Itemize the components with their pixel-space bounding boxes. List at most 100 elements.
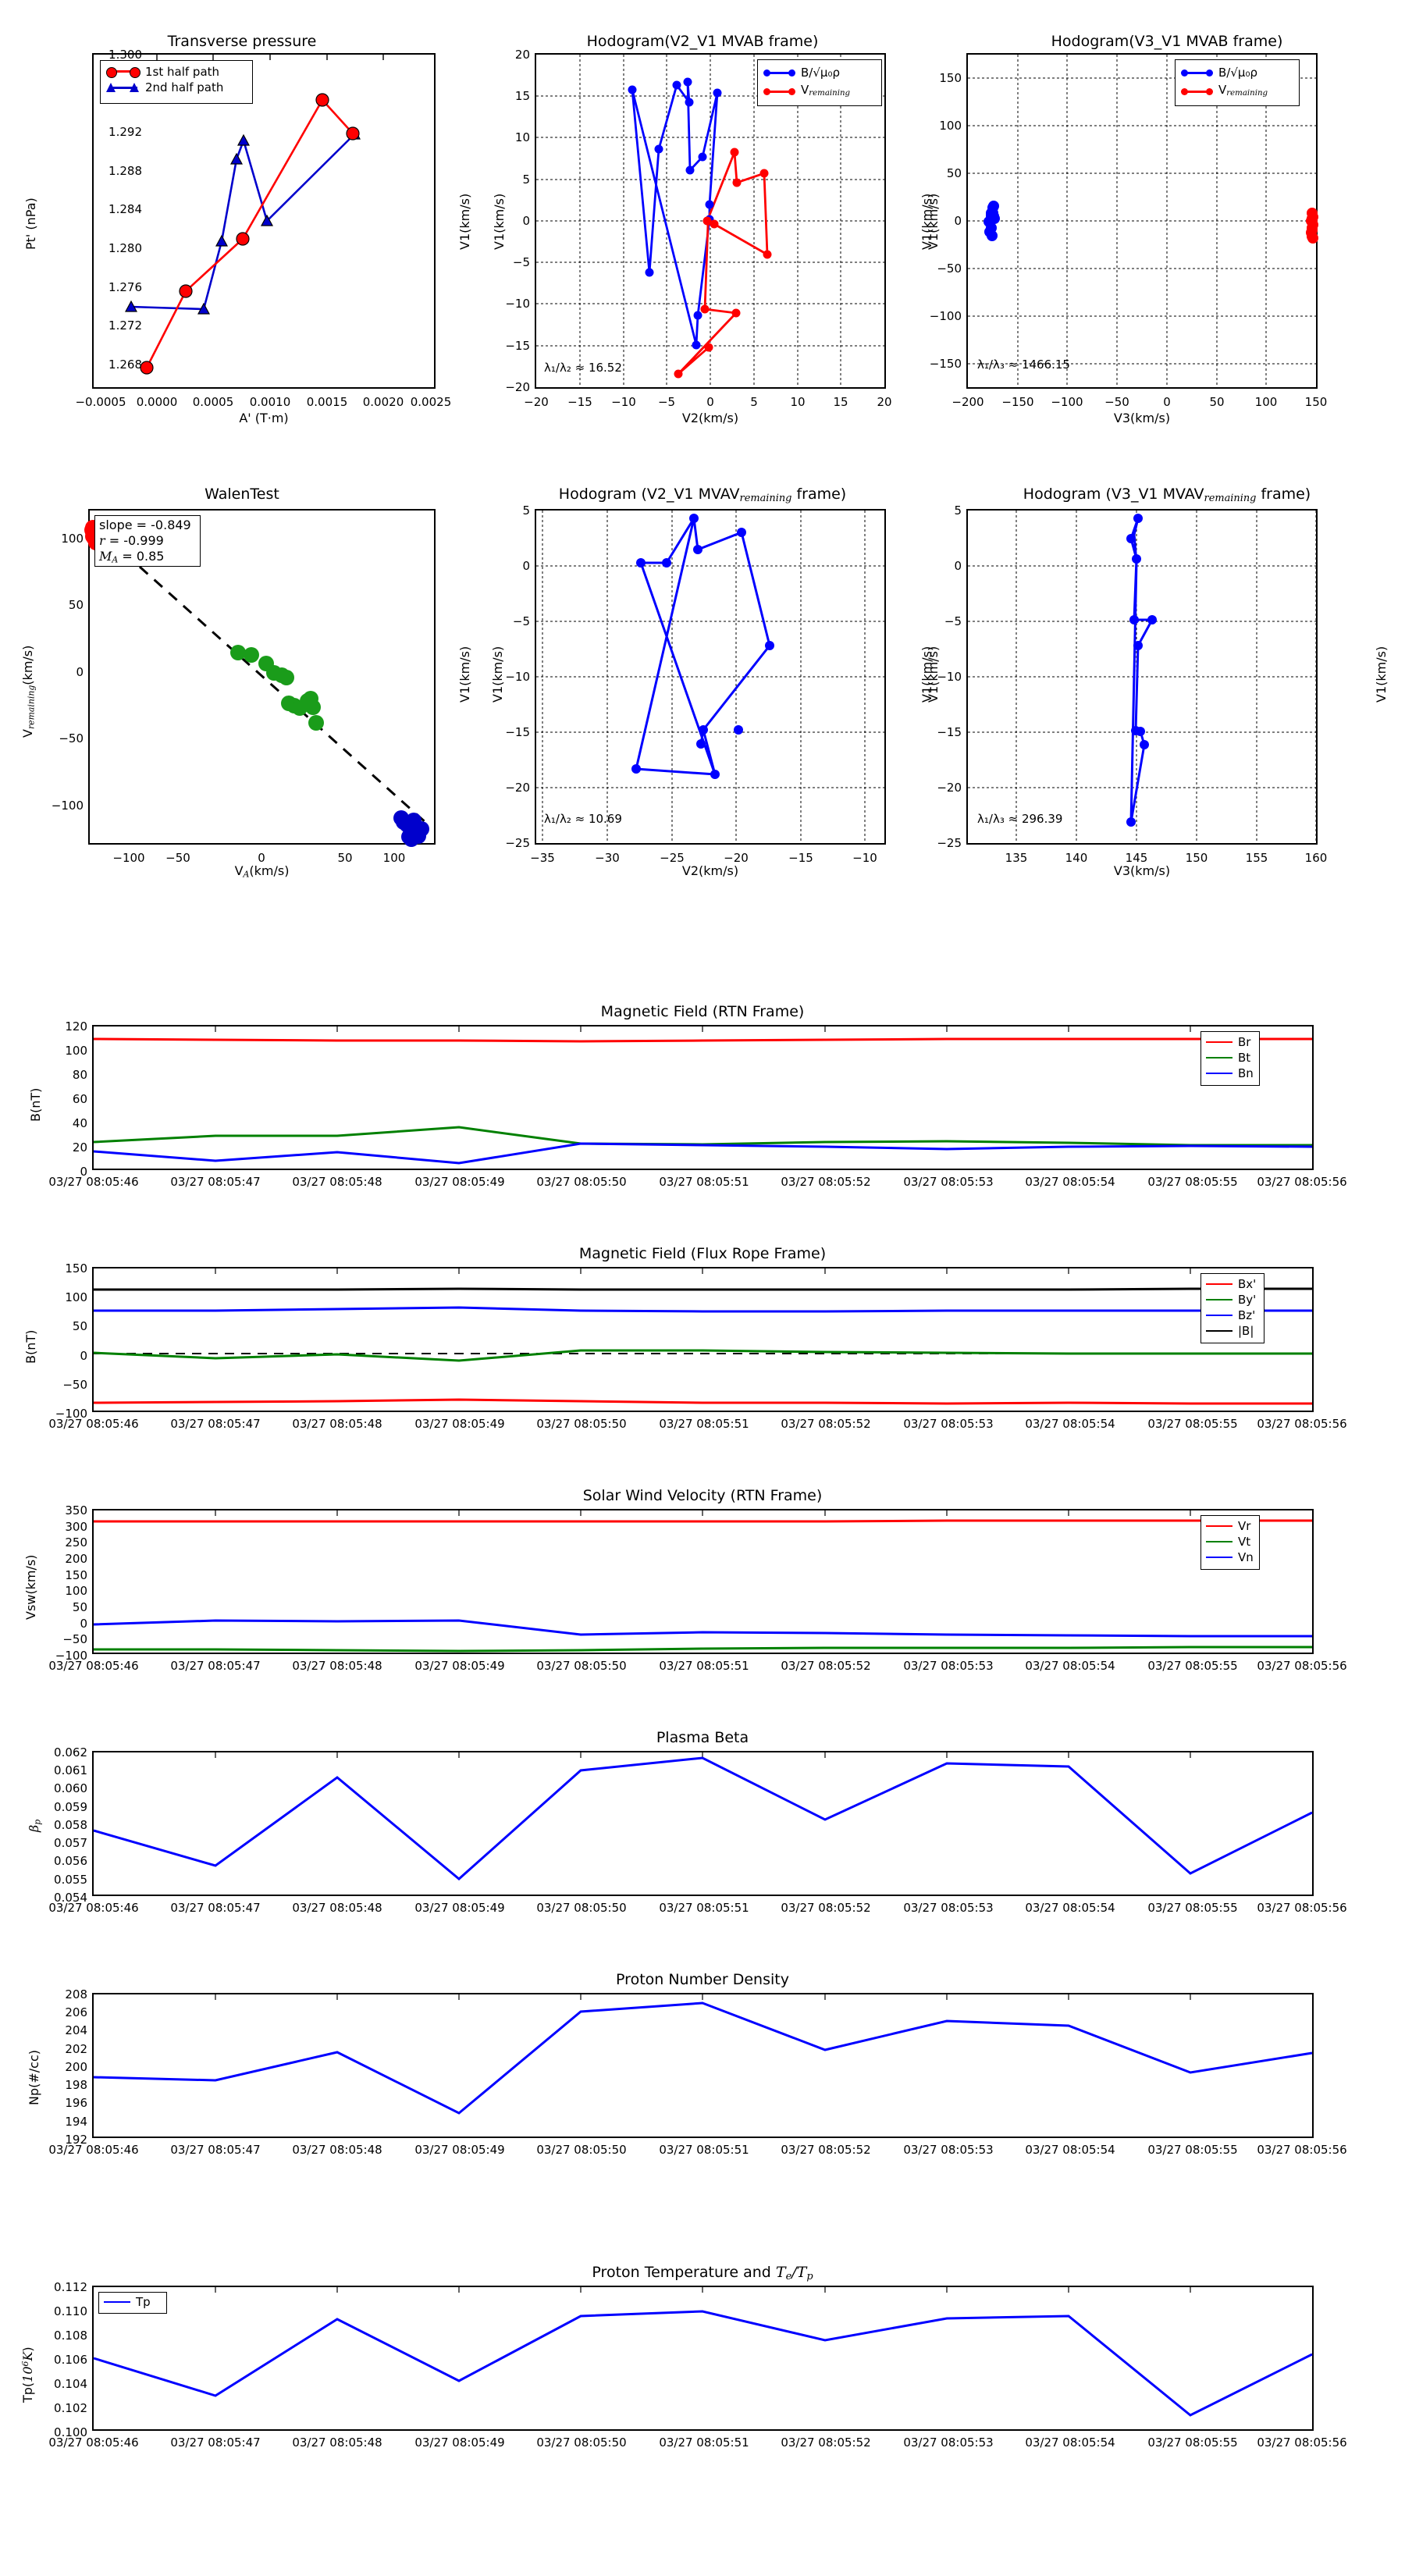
xtick: 03/27 08:05:48 (292, 1659, 382, 1673)
series-vn (93, 1619, 1312, 1638)
legend-item-bn[interactable]: Bn (1206, 1066, 1254, 1081)
xtick: 03/27 08:05:48 (292, 1175, 382, 1189)
top-ticks (215, 1752, 1191, 1758)
legend-swatch-blue-icon (1206, 1557, 1232, 1558)
ytick: 0.061 (54, 1763, 87, 1777)
ytick: 0.055 (54, 1873, 87, 1887)
ytick: 100 (65, 1584, 87, 1598)
legend[interactable]: 1st half path 2nd half path (100, 60, 253, 104)
ytick: −100 (929, 309, 962, 323)
y-axis-label: V1(km/s) (490, 646, 505, 703)
xtick: 03/27 08:05:48 (292, 1901, 382, 1915)
panel-title: Hodogram (V2_V1 MVAVremaining frame) (558, 486, 847, 504)
series-vt (94, 1646, 1312, 1653)
series-svg (93, 1026, 1313, 1165)
legend[interactable]: B/√μ₀ρ Vremaining (757, 59, 882, 106)
xtick: 03/27 08:05:46 (48, 2143, 139, 2157)
legend-item-v-remaining[interactable]: Vremaining (1181, 82, 1293, 101)
xtick: 03/27 08:05:56 (1257, 1175, 1347, 1189)
legend-swatch-red-icon (1206, 1283, 1232, 1285)
xtick: 03/27 08:05:50 (536, 1175, 627, 1189)
ytick: 250 (65, 1535, 87, 1550)
legend[interactable]: B/√μ₀ρ Vremaining (1175, 59, 1300, 106)
legend-item-bt[interactable]: Bt (1206, 1050, 1254, 1066)
legend-item-babs[interactable]: |B| (1206, 1323, 1259, 1339)
ytick: 50 (72, 1600, 87, 1614)
ytick: 100 (65, 1290, 87, 1304)
panel-walen-test: WalenTest (0, 468, 472, 906)
series-babs (94, 1287, 1312, 1291)
legend-swatch-blue-icon (104, 2301, 130, 2303)
ytick: 350 (65, 1503, 87, 1517)
panel-hodogram-v3v1-mvav: Hodogram (V3_V1 MVAVremaining frame) (919, 468, 1405, 906)
legend-label: Bx' (1238, 1276, 1257, 1291)
ytick: 0.059 (54, 1800, 87, 1814)
ytick: −25 (937, 836, 962, 850)
panel-title-text: Proton Temperature and (592, 2264, 776, 2281)
xtick: 03/27 08:05:56 (1257, 2143, 1347, 2157)
xtick: 03/27 08:05:53 (903, 2143, 994, 2157)
xtick: 15 (833, 395, 848, 409)
ytick: 1.300 (108, 48, 142, 62)
xtick: 03/27 08:05:51 (659, 1901, 749, 1915)
xtick: 03/27 08:05:53 (903, 1659, 994, 1673)
legend-item-vn[interactable]: Vn (1206, 1550, 1254, 1565)
legend-label: Vr (1238, 1518, 1251, 1533)
plot-area: 1.300 1.296 1.292 1.288 1.284 1.280 1.27… (75, 48, 451, 409)
legend-item-by[interactable]: By' (1206, 1292, 1259, 1308)
xtick: 03/27 08:05:55 (1147, 2435, 1238, 2450)
legend[interactable]: Bx' By' Bz' |B| (1200, 1273, 1264, 1343)
ytick: 202 (65, 2042, 87, 2056)
xtick: 03/27 08:05:50 (536, 2143, 627, 2157)
ytick: 0 (80, 1165, 87, 1179)
y-axis-label: V1(km/s) (919, 646, 934, 703)
xtick: 03/27 08:05:55 (1147, 2143, 1238, 2157)
xtick: −0.0005 (75, 395, 126, 409)
series-by (93, 1349, 1312, 1362)
ytick: 1.284 (108, 202, 142, 216)
ytick: 1.292 (108, 125, 142, 139)
ytick: 50 (68, 598, 84, 612)
xtick: 03/27 08:05:50 (536, 1417, 627, 1431)
xtick: −25 (660, 851, 685, 865)
legend-item-bx[interactable]: Bx' (1206, 1276, 1259, 1292)
ytick: −150 (929, 357, 962, 371)
ytick: 0 (80, 1617, 87, 1631)
legend-item-vt[interactable]: Vt (1206, 1534, 1254, 1550)
xtick: 03/27 08:05:54 (1025, 2143, 1115, 2157)
legend-swatch-red-icon (1181, 87, 1214, 96)
panel-hodogram-v3v1-mvab: Hodogram(V3_V1 MVAB frame) (919, 16, 1405, 453)
legend[interactable]: Tp (98, 2292, 167, 2314)
legend-item-1st-half[interactable]: 1st half path (106, 64, 247, 80)
legend-item-br[interactable]: Br (1206, 1034, 1254, 1050)
ytick: −100 (55, 1649, 87, 1663)
legend[interactable]: Br Bt Bn (1200, 1031, 1260, 1086)
legend-item-tp[interactable]: Tp (104, 2294, 162, 2310)
ytick: 20 (514, 48, 530, 62)
eigenvalue-ratio-annotation: λ₁/λ₂ ≈ 16.52 (544, 361, 622, 375)
ytick: 0.060 (54, 1781, 87, 1795)
xtick: 03/27 08:05:52 (781, 2435, 871, 2450)
eigenvalue-ratio-annotation: λ₁/λ₃ ≈ 1466.15 (977, 358, 1070, 372)
y-axis-label: Tp(106K) (20, 2347, 35, 2403)
legend-item-vr[interactable]: Vr (1206, 1518, 1254, 1534)
ytick: 50 (946, 166, 962, 180)
legend-item-2nd-half[interactable]: 2nd half path (106, 80, 247, 95)
legend-item-b-alfven[interactable]: B/√μ₀ρ (763, 63, 876, 82)
xtick: 03/27 08:05:54 (1025, 1417, 1115, 1431)
series-hodogram-markers (631, 514, 774, 779)
series-svg (93, 1994, 1313, 2115)
ytick: 5 (954, 503, 962, 518)
gridlines (536, 55, 884, 387)
xtick: −15 (788, 851, 813, 865)
xtick: 03/27 08:05:52 (781, 1659, 871, 1673)
legend[interactable]: Vr Vt Vn (1200, 1515, 1260, 1570)
xtick: 10 (790, 395, 806, 409)
ytick: 300 (65, 1520, 87, 1534)
legend-item-v-remaining[interactable]: Vremaining (763, 82, 876, 101)
xtick: 03/27 08:05:46 (48, 1417, 139, 1431)
ytick: 200 (65, 2060, 87, 2074)
legend-item-bz[interactable]: Bz' (1206, 1308, 1259, 1323)
legend-item-b-alfven[interactable]: B/√μ₀ρ (1181, 63, 1293, 82)
